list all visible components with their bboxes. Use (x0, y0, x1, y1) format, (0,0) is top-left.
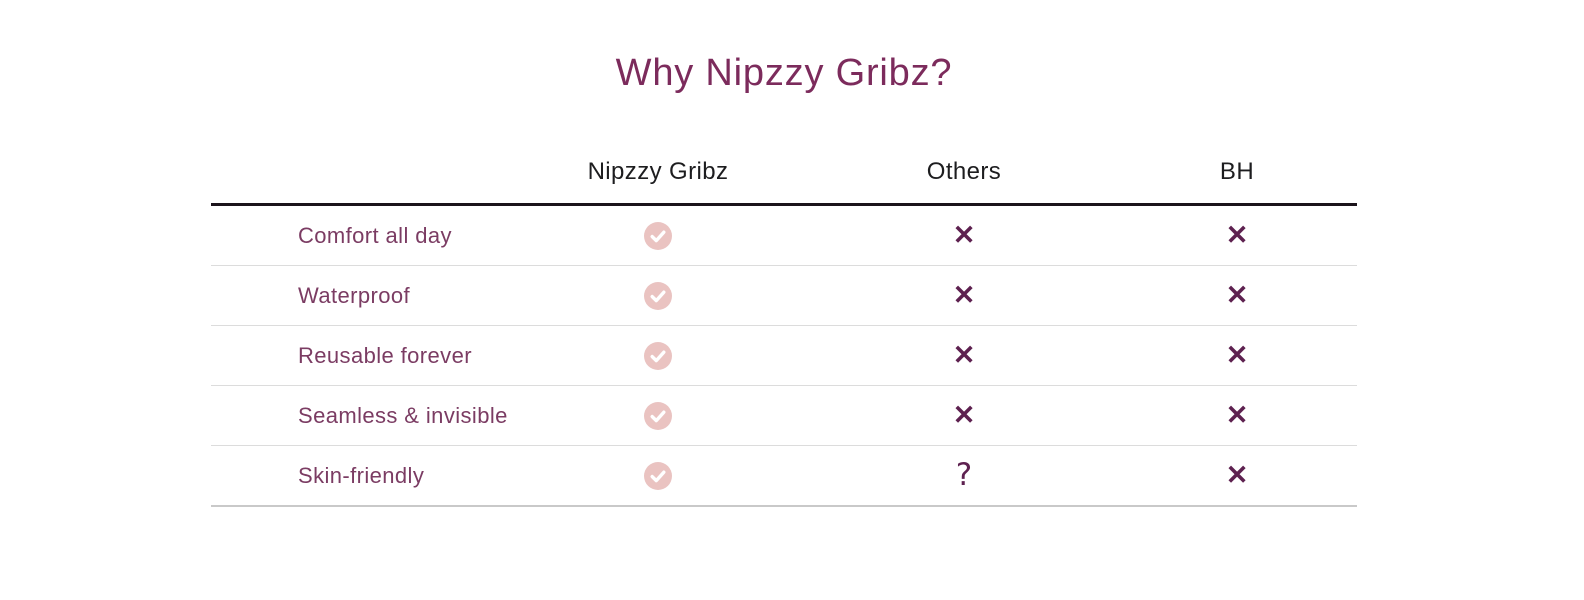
column-header-nipzzy-gribz: Nipzzy Gribz (587, 157, 729, 185)
mark-cell (505, 326, 811, 385)
column-header-bh: BH (1219, 157, 1255, 185)
table-row: Skin-friendly ? ✕ (211, 446, 1357, 507)
check-circle-icon (644, 281, 672, 310)
feature-label: Waterproof (298, 282, 411, 308)
mark-cell: ✕ (811, 326, 1117, 385)
feature-label: Comfort all day (298, 222, 452, 248)
mark-cell (505, 266, 811, 325)
cross-icon: ✕ (952, 340, 976, 370)
check-circle-icon (644, 341, 672, 370)
cross-icon: ✕ (1225, 340, 1249, 370)
feature-label: Skin-friendly (298, 462, 425, 488)
cross-icon: ✕ (1225, 400, 1249, 430)
page-title: Why Nipzzy Gribz? (615, 52, 953, 94)
cross-icon: ✕ (1225, 460, 1249, 490)
table-row: Reusable forever ✕ ✕ (211, 326, 1357, 386)
question-mark: ? (955, 457, 973, 493)
mark-cell: ✕ (811, 266, 1117, 325)
mark-cell (505, 386, 811, 445)
check-circle-icon (644, 401, 672, 430)
mark-cell: ? (811, 446, 1117, 505)
feature-label: Reusable forever (298, 342, 472, 368)
mark-cell (505, 206, 811, 265)
mark-cell: ✕ (1117, 446, 1357, 505)
mark-cell (505, 446, 811, 505)
cross-icon: ✕ (952, 280, 976, 310)
comparison-table: Nipzzy Gribz Others BH Comfort all day ✕… (211, 140, 1357, 507)
check-circle-icon (644, 461, 672, 490)
column-header-others: Others (926, 157, 1002, 185)
comparison-section: Why Nipzzy Gribz? Nipzzy Gribz Others BH… (211, 0, 1357, 507)
cross-icon: ✕ (952, 400, 976, 430)
cross-icon: ✕ (1225, 220, 1249, 250)
mark-cell: ✕ (811, 386, 1117, 445)
cross-icon: ✕ (952, 220, 976, 250)
mark-cell: ✕ (1117, 326, 1357, 385)
table-row: Comfort all day ✕ ✕ (211, 206, 1357, 266)
check-circle-icon (644, 221, 672, 250)
feature-label: Seamless & invisible (298, 402, 508, 428)
table-row: Seamless & invisible ✕ ✕ (211, 386, 1357, 446)
table-body: Comfort all day ✕ ✕ Waterproof ✕ ✕ Reusa… (211, 206, 1357, 507)
mark-cell: ✕ (1117, 266, 1357, 325)
table-row: Waterproof ✕ ✕ (211, 266, 1357, 326)
mark-cell: ✕ (811, 206, 1117, 265)
mark-cell: ✕ (1117, 386, 1357, 445)
table-header-row: Nipzzy Gribz Others BH (211, 140, 1357, 206)
mark-cell: ✕ (1117, 206, 1357, 265)
cross-icon: ✕ (1225, 280, 1249, 310)
